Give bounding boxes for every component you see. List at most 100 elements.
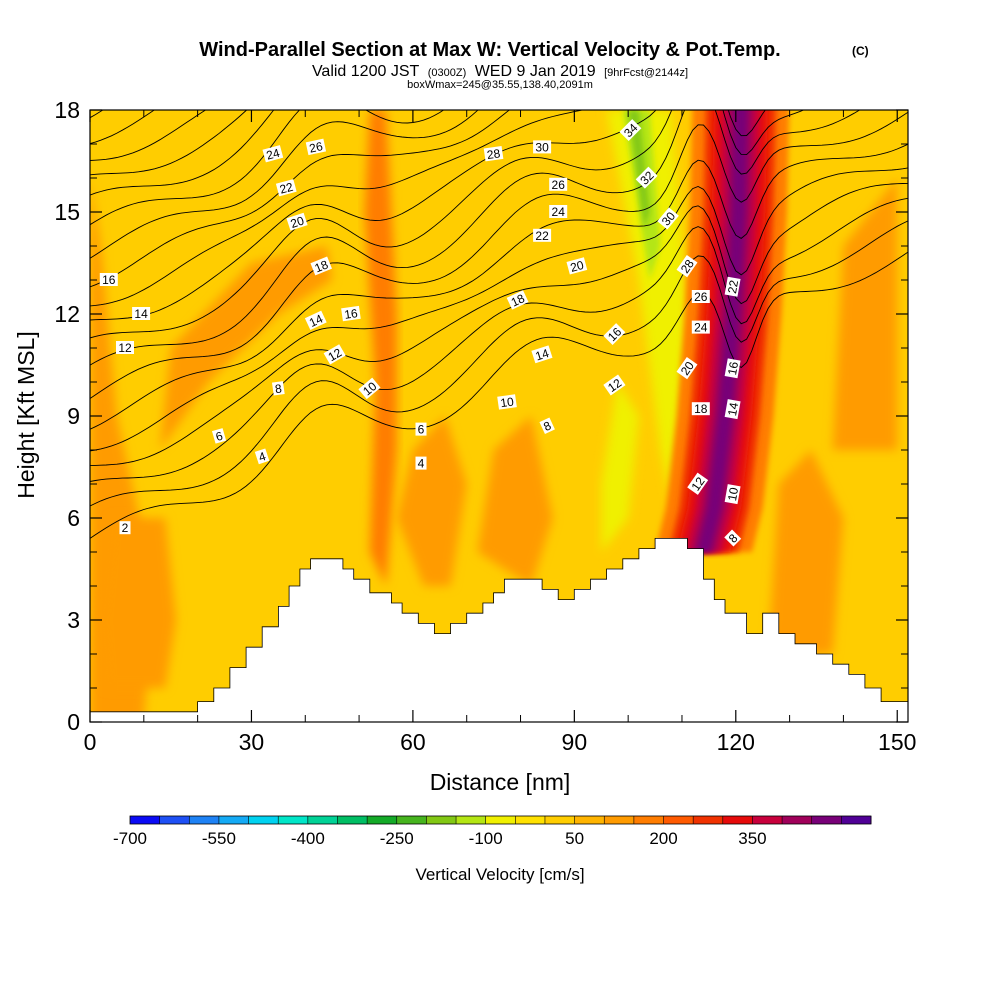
y-axis-label: Height [Kft MSL] bbox=[13, 331, 39, 498]
contour-label-text: 10 bbox=[500, 394, 515, 410]
contour-label: 12 bbox=[603, 374, 626, 396]
colorbar-swatch bbox=[130, 816, 161, 824]
isentrope-5 bbox=[90, 143, 908, 430]
contour-label: 18 bbox=[691, 402, 710, 416]
chart-subtitle: Valid 1200 JST (0300Z) WED 9 Jan 2019 [9… bbox=[312, 63, 688, 80]
y-tick-label: 12 bbox=[54, 301, 80, 327]
colorbar-swatch bbox=[426, 816, 457, 824]
contour-label-bg bbox=[304, 310, 327, 331]
x-tick-label: 90 bbox=[562, 729, 588, 755]
contour-label-text: 20 bbox=[289, 213, 306, 231]
colorbar-swatch bbox=[159, 816, 190, 824]
colorbar-swatch bbox=[811, 816, 842, 824]
contour-label-text: 24 bbox=[694, 321, 708, 335]
contour-label: 16 bbox=[99, 273, 118, 287]
colorbar-swatch bbox=[278, 816, 309, 824]
contour-label: 14 bbox=[304, 310, 327, 331]
contour-label: 10 bbox=[497, 394, 517, 410]
contour-label-bg bbox=[116, 341, 134, 354]
chart-title: Wind-Parallel Section at Max W: Vertical… bbox=[199, 39, 780, 61]
contour-label-bg bbox=[533, 140, 552, 154]
contour-label-bg bbox=[531, 345, 553, 364]
isentrope-4 bbox=[90, 167, 908, 452]
contour-label: 14 bbox=[132, 307, 151, 321]
contour-label: 24 bbox=[549, 205, 568, 219]
terrain bbox=[90, 538, 908, 722]
colorbar-tick-label: 50 bbox=[565, 829, 584, 848]
contour-label-bg bbox=[415, 422, 427, 436]
contour-label-bg bbox=[119, 521, 131, 535]
isentrope-1 bbox=[90, 220, 908, 507]
contour-label-bg bbox=[506, 290, 529, 310]
contour-label-text: 26 bbox=[694, 290, 708, 304]
blob-left-base bbox=[100, 518, 177, 688]
subtitle-fcst: [9hrFcst@2144z] bbox=[604, 67, 688, 79]
isentrope-14 bbox=[90, 110, 275, 196]
y-tick-label: 6 bbox=[67, 505, 80, 531]
contour-label-bg bbox=[254, 448, 270, 465]
subtitle-valid: Valid 1200 JST bbox=[312, 63, 420, 80]
contour-label-text: 4 bbox=[418, 457, 425, 471]
contour-label-text: 2 bbox=[122, 521, 129, 535]
contour-label: 4 bbox=[254, 448, 270, 465]
contour-label: 22 bbox=[533, 228, 552, 243]
colorbar-swatch bbox=[337, 816, 368, 824]
contour-label-text: 14 bbox=[134, 307, 148, 321]
colorbar-tick-label: -250 bbox=[380, 829, 414, 848]
blob-right-up bbox=[832, 178, 898, 450]
colorbar-swatch bbox=[218, 816, 250, 824]
colorbar-tick-label: -550 bbox=[202, 829, 236, 848]
contour-label-text: 24 bbox=[265, 146, 282, 163]
contour-label-text: 18 bbox=[694, 402, 708, 416]
contour-label: 14 bbox=[724, 399, 741, 420]
blob-mid bbox=[396, 416, 467, 586]
isentrope-2 bbox=[90, 197, 908, 482]
contour-label-bg bbox=[657, 207, 679, 230]
colorbar-swatch bbox=[782, 816, 813, 824]
blob-lift-4 bbox=[628, 110, 650, 229]
contour-label: 12 bbox=[323, 344, 346, 365]
y-tick-label: 9 bbox=[67, 403, 80, 429]
blob-lift-1 bbox=[601, 382, 639, 552]
contour-label: 6 bbox=[211, 428, 227, 444]
isentrope-3 bbox=[90, 182, 908, 467]
contour-label-bg bbox=[724, 358, 741, 379]
contour-label: 20 bbox=[566, 257, 588, 275]
contour-label: 10 bbox=[724, 484, 741, 505]
contour-label-bg bbox=[676, 255, 698, 278]
colorbar-swatch bbox=[396, 816, 427, 824]
contour-label: 34 bbox=[619, 119, 642, 142]
contour-label-bg bbox=[211, 428, 227, 444]
x-tick-label: 0 bbox=[84, 729, 97, 755]
colorbar-swatch bbox=[189, 816, 220, 824]
contour-label-text: 18 bbox=[313, 257, 331, 275]
colorbar-swatch bbox=[841, 816, 872, 824]
contour-label-text: 16 bbox=[343, 306, 358, 322]
contour-label-text: 26 bbox=[308, 139, 324, 156]
contour-label-bg bbox=[305, 138, 327, 156]
contour-label-bg bbox=[724, 399, 741, 420]
contour-label-text: 14 bbox=[307, 311, 325, 329]
x-tick-label: 150 bbox=[878, 729, 916, 755]
colorbar-tick-label: 350 bbox=[738, 829, 766, 848]
contour-label-bg bbox=[539, 417, 555, 434]
colorbar-swatch bbox=[752, 816, 783, 824]
subtitle-utc: (0300Z) bbox=[428, 67, 467, 79]
contour-label-text: 4 bbox=[257, 449, 268, 464]
contour-label-text: 18 bbox=[509, 291, 527, 309]
contour-label: 18 bbox=[310, 256, 332, 275]
contour-label-text: 12 bbox=[326, 345, 345, 364]
isentrope-0 bbox=[90, 251, 908, 539]
contour-label: 22 bbox=[275, 179, 297, 197]
contour-label: 6 bbox=[415, 422, 427, 437]
y-tick-label: 0 bbox=[67, 709, 80, 735]
contour-label: 10 bbox=[358, 377, 381, 400]
contour-label: 22 bbox=[724, 276, 741, 297]
contour-label-text: 22 bbox=[535, 229, 549, 243]
contour-label-bg bbox=[566, 257, 588, 275]
contour-label-text: 12 bbox=[118, 341, 132, 355]
pot-temp-isentropes bbox=[90, 110, 908, 539]
contour-label-bg bbox=[691, 320, 710, 334]
